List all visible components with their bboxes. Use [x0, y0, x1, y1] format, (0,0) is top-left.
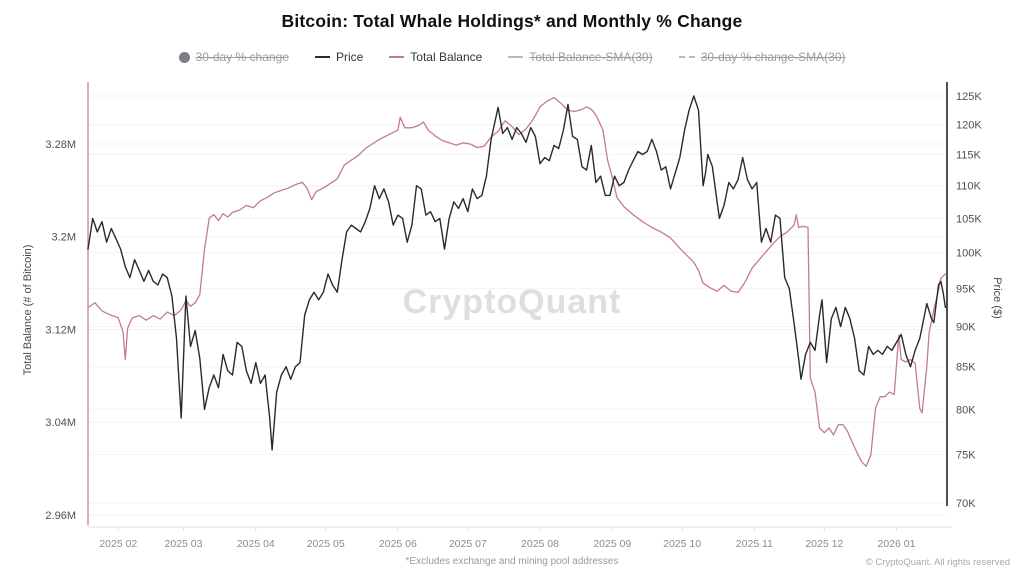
left-tick-label: 2.96M — [45, 510, 76, 522]
right-tick-label: 85K — [956, 362, 976, 374]
left-axis-title: Total Balance (# of Bitcoin) — [22, 244, 34, 376]
price-line — [87, 95, 947, 451]
right-tick-label: 120K — [956, 120, 982, 132]
right-tick-label: 105K — [956, 213, 982, 225]
x-tick-label: 2025 07 — [449, 538, 487, 550]
right-tick-label: 70K — [956, 498, 976, 510]
x-tick-label: 2026 01 — [878, 538, 916, 550]
right-tick-label: 90K — [956, 322, 976, 334]
copyright: © CryptoQuant. All rights reserved — [865, 557, 1010, 568]
x-tick-label: 2025 08 — [521, 538, 559, 550]
legend-item-30-day-percent-change-sma[interactable]: 30-day % change-SMA(30) — [678, 50, 845, 64]
left-tick-label: 3.12M — [45, 325, 76, 337]
page-title: Bitcoin: Total Whale Holdings* and Month… — [281, 11, 743, 31]
footnote: *Excludes exchange and mining pool addre… — [405, 556, 619, 567]
line-marker-icon — [508, 56, 524, 58]
x-tick-label: 2025 06 — [379, 538, 417, 550]
right-tick-label: 80K — [956, 404, 976, 416]
left-tick-label: 3.28M — [45, 139, 76, 151]
x-tick-label: 2025 11 — [736, 538, 773, 550]
x-tick-label: 2025 09 — [593, 538, 631, 550]
x-tick-label: 2025 05 — [307, 538, 345, 550]
right-axis-title: Price ($) — [991, 277, 1003, 319]
x-tick-label: 2025 12 — [805, 538, 843, 550]
right-tick-label: 125K — [956, 91, 982, 103]
x-tick-label: 2025 04 — [237, 538, 275, 550]
legend-item-total-balance[interactable]: Total Balance — [389, 50, 482, 64]
right-tick-label: 75K — [956, 450, 976, 462]
x-tick-label: 2025 10 — [663, 538, 701, 550]
legend-item-price[interactable]: Price — [314, 50, 363, 64]
left-tick-label: 3.2M — [52, 232, 76, 244]
watermark-text: CryptoQuant — [403, 283, 622, 321]
dot-marker-icon — [178, 51, 190, 63]
total-balance-line — [87, 96, 947, 467]
legend-item-30-day-percent-change[interactable]: 30-day % change — [178, 50, 289, 64]
legend: 30-day % change Price Total Balance Tota… — [0, 48, 1024, 66]
right-tick-label: 110K — [956, 181, 982, 193]
x-tick-label: 2025 02 — [99, 538, 137, 550]
right-tick-label: 95K — [956, 284, 976, 296]
left-tick-label: 3.04M — [45, 417, 76, 429]
dashed-line-marker-icon — [678, 56, 695, 58]
line-marker-icon — [389, 56, 405, 58]
legend-item-total-balance-sma[interactable]: Total Balance-SMA(30) — [508, 50, 653, 64]
right-tick-label: 100K — [956, 248, 982, 260]
line-marker-icon — [314, 56, 330, 58]
right-tick-label: 115K — [956, 150, 982, 162]
x-tick-label: 2025 03 — [165, 538, 203, 550]
